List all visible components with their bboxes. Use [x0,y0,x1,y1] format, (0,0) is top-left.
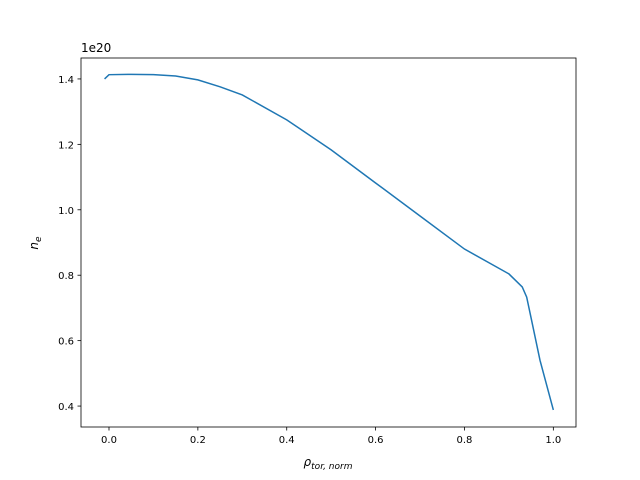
x-tick-label: 0.4 [279,435,295,446]
x-tick-label: 0.6 [368,435,384,446]
x-axis-label: ρtor, norm [304,455,353,472]
y-tick-label: 1.0 [58,206,74,217]
x-tick-label: 0.8 [457,435,473,446]
y-axis-label: ne [27,236,44,250]
x-tick-label: 1.0 [545,435,561,446]
data-line [104,73,555,411]
y-tick-label: 0.8 [58,271,74,282]
y-tick-label: 1.4 [58,75,74,86]
y-label-symbol: n [27,242,41,250]
axes-frame [80,57,577,428]
y-label-subscript: e [34,236,44,242]
y-tick-label: 0.4 [58,402,74,413]
y-tick-label: 1.2 [58,140,74,151]
x-tick-label: 0.2 [190,435,206,446]
y-tick-label: 0.6 [58,337,74,348]
x-label-symbol: ρ [304,455,312,469]
x-label-subscript: tor, norm [311,462,353,472]
y-offset-label: 1e20 [81,41,111,55]
x-tick-label: 0.0 [101,435,117,446]
